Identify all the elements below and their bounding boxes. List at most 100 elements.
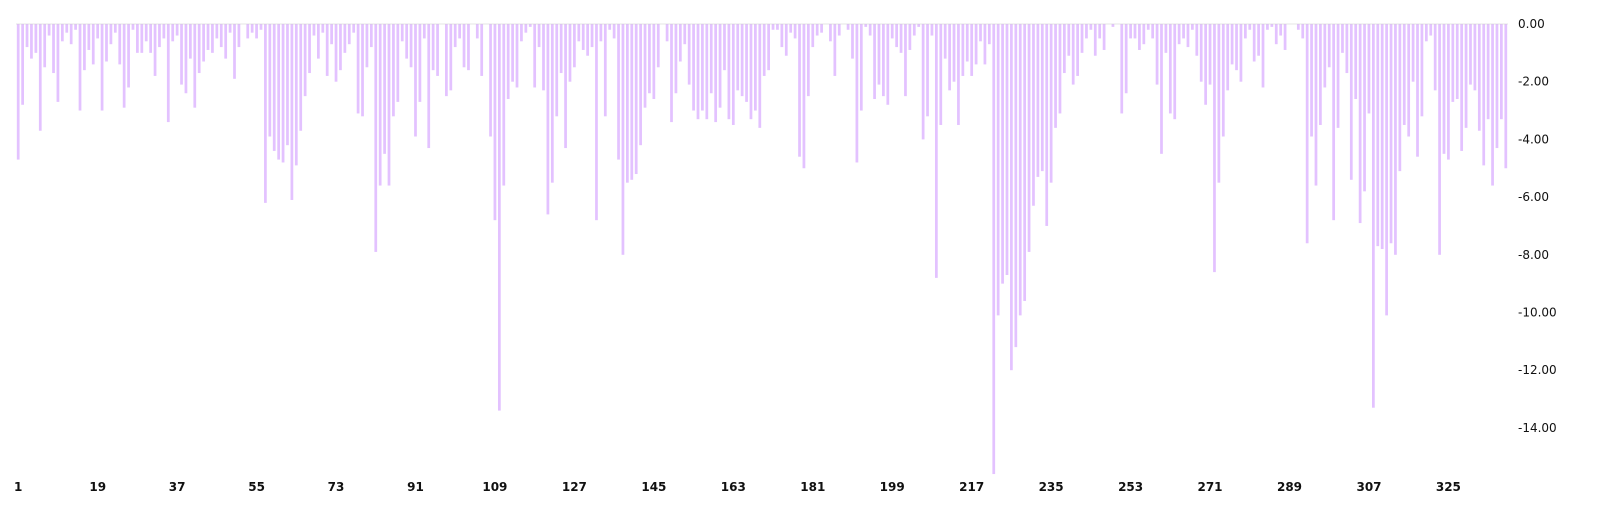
bar-67 xyxy=(308,24,311,74)
bar-247 xyxy=(1102,24,1106,50)
bar-121 xyxy=(546,24,550,215)
bar-218 xyxy=(974,24,978,65)
x-tick-label: 91 xyxy=(407,480,424,494)
bar-230 xyxy=(1027,24,1031,252)
bar-14 xyxy=(74,24,77,30)
bar-82 xyxy=(374,24,378,252)
bar-87 xyxy=(396,24,400,102)
y-tick-label: -10.00 xyxy=(1518,306,1557,320)
x-tick-label: 1 xyxy=(14,480,22,494)
bar-68 xyxy=(312,24,316,36)
bar-72 xyxy=(330,24,333,45)
bar-245 xyxy=(1093,24,1097,56)
bar-199 xyxy=(890,24,894,39)
bar-55 xyxy=(255,24,258,39)
bar-92 xyxy=(418,24,422,102)
x-tick-label: 217 xyxy=(959,480,984,494)
bar-300 xyxy=(1336,24,1340,128)
bar-156 xyxy=(701,24,704,111)
bar-257 xyxy=(1146,24,1150,30)
bar-140 xyxy=(630,24,634,180)
y-axis: 0.00 -2.00 -4.00 -6.00 -8.00 -10.00 -12.00 -14.… xyxy=(1518,17,1557,435)
bar-216 xyxy=(965,24,969,62)
bar-19 xyxy=(96,24,100,39)
bar-329 xyxy=(1464,24,1468,128)
bar-151 xyxy=(678,24,682,62)
bar-225 xyxy=(1005,24,1009,275)
bar-106 xyxy=(480,24,484,76)
bar-37 xyxy=(175,24,179,36)
bar-261 xyxy=(1164,24,1168,53)
bar-186 xyxy=(833,24,837,76)
bar-221 xyxy=(987,24,991,45)
bar-90 xyxy=(409,24,413,68)
bar-11 xyxy=(60,24,64,42)
bar-241 xyxy=(1076,24,1079,76)
bar-38 xyxy=(180,24,183,85)
bar-33 xyxy=(158,24,161,48)
bar-145 xyxy=(652,24,656,100)
bar-119 xyxy=(537,24,541,48)
bar-74 xyxy=(339,24,342,71)
bar-319 xyxy=(1420,24,1424,117)
bar-162 xyxy=(727,24,731,120)
bar-298 xyxy=(1327,24,1331,68)
bar-142 xyxy=(639,24,642,146)
x-tick-label: 73 xyxy=(328,480,345,494)
bar-316 xyxy=(1407,24,1411,137)
bar-323 xyxy=(1438,24,1441,255)
bar-229 xyxy=(1023,24,1027,301)
bar-307 xyxy=(1367,24,1371,114)
bar-324 xyxy=(1442,24,1446,154)
bar-9 xyxy=(52,24,55,74)
bar-66 xyxy=(303,24,307,97)
bar-27 xyxy=(131,24,135,30)
bar-227 xyxy=(1014,24,1018,348)
bar-63 xyxy=(290,24,294,200)
bar-96 xyxy=(436,24,439,76)
bar-153 xyxy=(687,24,691,85)
bar-43 xyxy=(202,24,205,62)
bar-181 xyxy=(811,24,815,48)
bar-51 xyxy=(237,24,241,48)
bar-182 xyxy=(815,24,819,36)
bar-187 xyxy=(837,24,841,36)
bar-206 xyxy=(921,24,925,140)
bar-203 xyxy=(908,24,912,50)
bar-211 xyxy=(943,24,947,59)
x-tick-label: 325 xyxy=(1436,480,1461,494)
bar-239 xyxy=(1067,24,1071,56)
bar-212 xyxy=(948,24,951,91)
bar-76 xyxy=(347,24,351,45)
bar-312 xyxy=(1389,24,1393,244)
bar-138 xyxy=(621,24,625,255)
bar-34 xyxy=(162,24,166,39)
bar-21 xyxy=(105,24,108,62)
x-tick-label: 253 xyxy=(1118,480,1143,494)
bar-297 xyxy=(1323,24,1327,88)
bar-110 xyxy=(497,24,501,411)
bar-243 xyxy=(1085,24,1088,39)
bar-124 xyxy=(559,24,563,74)
bar-139 xyxy=(626,24,629,183)
bar-304 xyxy=(1354,24,1358,100)
x-axis: 1 19 37 55 73 91 109 127 145 163 181 199 217 235 253 27… xyxy=(14,480,1461,494)
bar-113 xyxy=(511,24,514,82)
bar-4 xyxy=(30,24,33,59)
x-tick-label: 127 xyxy=(562,480,587,494)
bar-105 xyxy=(475,24,479,39)
bar-202 xyxy=(904,24,907,97)
bar-259 xyxy=(1155,24,1159,85)
x-tick-label: 163 xyxy=(721,480,746,494)
bar-283 xyxy=(1261,24,1265,88)
bar-117 xyxy=(528,24,532,27)
bar-109 xyxy=(493,24,497,221)
bar-108 xyxy=(489,24,492,137)
bar-275 xyxy=(1226,24,1230,91)
bar-264 xyxy=(1177,24,1181,45)
bar-81 xyxy=(369,24,373,48)
bar-111 xyxy=(502,24,506,186)
bar-23 xyxy=(113,24,117,33)
bar-152 xyxy=(683,24,687,45)
